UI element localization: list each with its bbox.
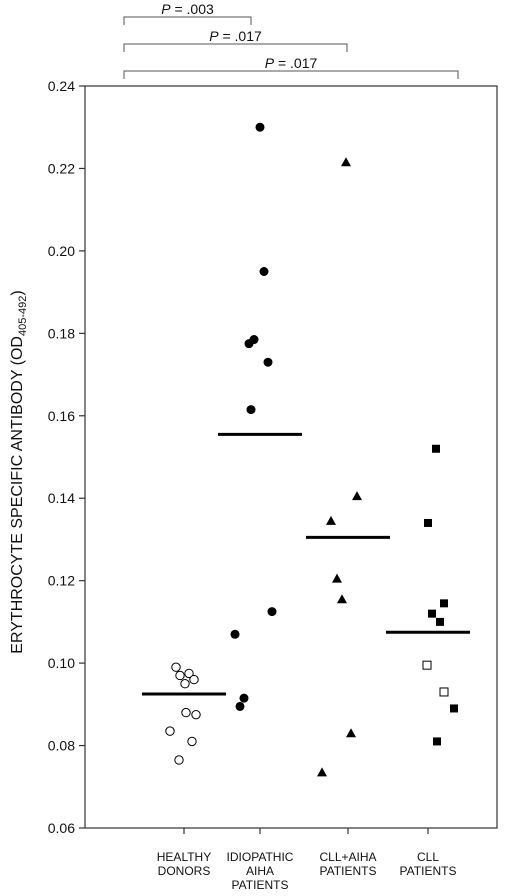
y-tick-label: 0.08 [48,738,75,754]
data-point-filled-square [436,617,444,626]
x-category-label: CLL [417,850,439,864]
p-value-label: P = .003 [161,1,214,17]
data-point-filled-circle [259,267,269,276]
data-point-open-circle [171,662,181,672]
x-category-label: PATIENTS [400,864,457,878]
data-point-triangle [346,728,356,738]
data-point-triangle [317,767,327,777]
data-point-filled-circle [230,629,240,639]
x-category-label: CLL+AIHA [319,850,376,864]
data-point-open-square [439,687,449,697]
data-points [165,122,458,777]
data-point-filled-circle [263,357,273,367]
data-point-open-circle [184,668,194,679]
y-tick-label: 0.10 [48,655,75,671]
data-point-filled-square [440,599,448,608]
y-axis-label-main: ERYTHROCYTE SPECIFIC ANTIBODY (OD [9,336,26,654]
p-symbol: P [209,28,219,44]
significance-bracket [123,70,459,79]
y-tick-label: 0.22 [48,160,75,176]
y-tick-label: 0.20 [48,243,75,259]
x-category-label: DONORS [158,864,211,878]
data-point-filled-square [432,444,440,453]
y-tick-label: 0.24 [48,78,75,94]
p-value-text: = .017 [274,55,317,71]
significance-bracket [123,43,348,52]
data-point-filled-circle [267,607,277,617]
data-point-open-circle [181,707,191,718]
p-value-text: = .003 [171,1,214,17]
data-point-open-square [422,660,432,670]
p-value-label: P = .017 [209,28,262,44]
x-axis-category-labels: HEALTHYDONORSIDIOPATHICAIHAPATIENTSCLL+A… [157,828,457,892]
data-point-filled-square [428,609,436,618]
y-axis-label-end: ) [9,290,26,295]
y-tick-label: 0.14 [48,490,75,506]
data-point-filled-circle [239,693,249,703]
significance-bracket [123,16,252,25]
data-point-open-circle [180,679,190,689]
data-point-open-circle [189,674,199,685]
data-point-triangle [326,515,336,525]
data-point-open-circle [175,670,185,681]
p-symbol: P [161,1,171,17]
data-point-open-circle [191,709,201,720]
data-point-filled-square [450,704,458,713]
mean-lines [142,432,470,696]
data-point-triangle [332,573,342,583]
p-value-label: P = .017 [265,55,318,71]
data-point-open-circle [165,726,175,736]
data-point-filled-circle [255,122,265,132]
data-point-filled-circle [249,335,259,345]
data-point-open-circle [174,755,184,765]
plot-frame [84,85,498,829]
y-tick-label: 0.06 [48,820,75,836]
x-category-label: IDIOPATHIC [227,850,294,864]
x-category-label: PATIENTS [320,864,377,878]
p-symbol: P [265,55,275,71]
data-point-triangle [341,157,351,167]
y-tick-label: 0.16 [48,408,75,424]
y-axis-label: ERYTHROCYTE SPECIFIC ANTIBODY (OD405-492… [9,290,29,653]
data-point-filled-square [424,518,432,527]
data-point-filled-circle [246,405,256,415]
data-point-filled-square [433,737,441,746]
y-tick-label: 0.12 [48,573,75,589]
plot-border [84,85,498,829]
y-tick-label: 0.18 [48,325,75,341]
data-point-open-circle [187,736,197,747]
data-point-filled-circle [235,701,245,711]
x-category-label: HEALTHY [157,850,211,864]
y-axis-label-subscript: 405-492 [17,296,29,336]
data-point-triangle [337,594,347,604]
x-category-label: PATIENTS [232,878,289,892]
y-axis-ticks: 0.06 0.08 0.10 0.12 0.14 0.16 0.18 0.20 0.22 0.24 [48,78,85,836]
data-point-triangle [352,491,362,501]
x-category-label: AIHA [246,864,274,878]
p-value-text: = .017 [219,28,262,44]
